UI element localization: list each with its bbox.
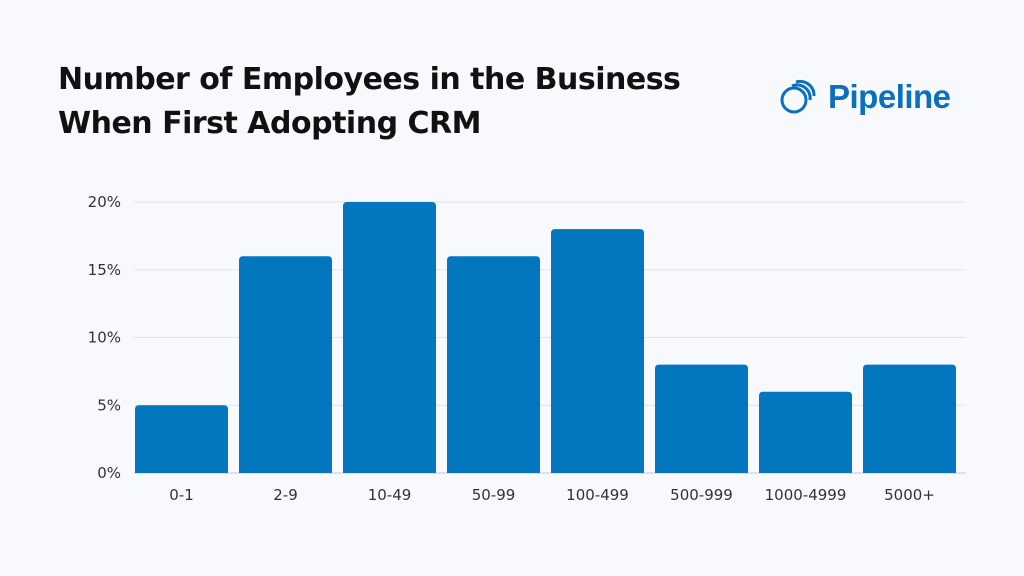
x-tick-label: 2-9: [273, 486, 298, 504]
chart-title: Number of Employees in the Business When…: [58, 58, 681, 146]
x-tick-label: 500-999: [670, 486, 733, 504]
pipeline-logo-text: Pipeline: [828, 78, 951, 115]
pipeline-swirl-icon: [780, 79, 816, 114]
x-tick-label: 100-499: [566, 486, 629, 504]
bar-50-99: [447, 256, 540, 473]
y-tick-label: 10%: [88, 329, 121, 347]
chart-title-line-1: Number of Employees in the Business: [58, 62, 681, 97]
x-tick-label: 0-1: [169, 486, 194, 504]
y-tick-label: 5%: [97, 396, 121, 414]
y-tick-label: 20%: [88, 193, 121, 211]
bar-5000+: [863, 364, 956, 473]
bar-10-49: [343, 202, 436, 473]
chart-title-line-2: When First Adopting CRM: [58, 106, 481, 141]
x-tick-label: 10-49: [368, 486, 412, 504]
y-tick-label: 15%: [88, 261, 121, 279]
y-tick-label: 0%: [97, 464, 121, 482]
x-tick-label: 1000-4999: [765, 486, 847, 504]
pipeline-logo: Pipeline: [776, 78, 951, 116]
bar-1000-4999: [759, 391, 852, 473]
bar-500-999: [655, 364, 748, 473]
bar-2-9: [239, 256, 332, 473]
bar-0-1: [135, 405, 228, 473]
bar-100-499: [551, 229, 644, 473]
x-tick-label: 5000+: [884, 486, 935, 504]
x-tick-label: 50-99: [472, 486, 516, 504]
